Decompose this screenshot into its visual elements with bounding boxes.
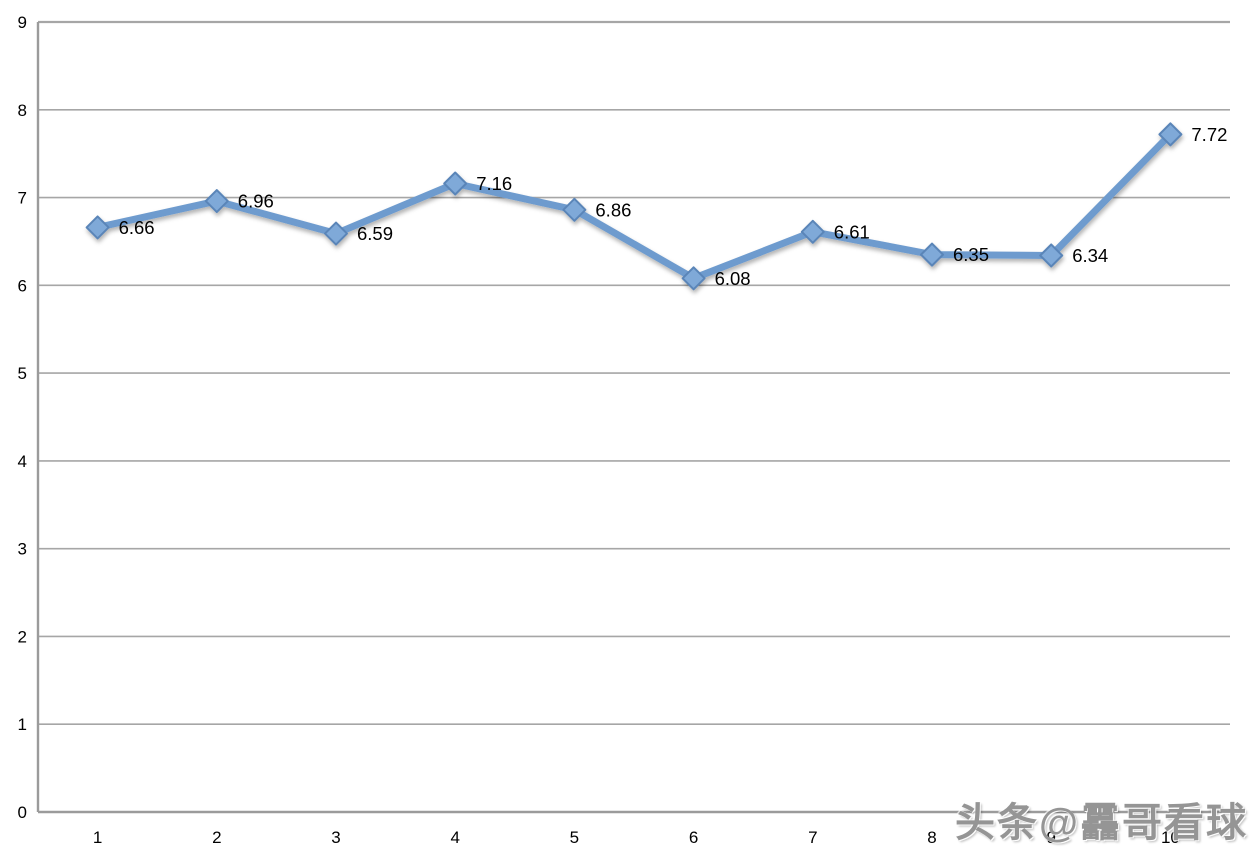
x-tick-label: 6: [689, 828, 698, 847]
y-tick-label: 1: [18, 715, 27, 734]
y-tick-label: 8: [18, 101, 27, 120]
data-point-label: 6.59: [357, 223, 393, 244]
data-point-label: 6.66: [119, 217, 155, 238]
x-tick-label: 2: [212, 828, 221, 847]
x-tick-label: 5: [570, 828, 579, 847]
data-point-marker: [562, 197, 587, 222]
x-tick-label: 1: [93, 828, 102, 847]
y-tick-label: 6: [18, 276, 27, 295]
data-point-marker: [920, 242, 944, 267]
data-point-marker: [1158, 122, 1183, 147]
data-point-marker: [204, 189, 229, 214]
y-tick-label: 0: [18, 803, 27, 822]
y-tick-label: 3: [18, 540, 27, 559]
data-point-label: 6.34: [1072, 245, 1108, 266]
data-point-marker: [85, 215, 110, 240]
y-tick-label: 7: [18, 189, 27, 208]
data-point-label: 6.61: [834, 221, 870, 242]
y-tick-label: 9: [18, 13, 27, 32]
data-point-label: 6.96: [238, 191, 274, 212]
data-point-label: 6.08: [715, 268, 751, 289]
data-series: [85, 122, 1183, 291]
x-tick-label: 8: [927, 828, 936, 847]
x-tick-label: 7: [808, 828, 817, 847]
x-tick-label: 3: [331, 828, 340, 847]
data-point-marker: [443, 171, 468, 196]
data-point-label: 6.86: [595, 199, 631, 220]
data-point-label: 7.72: [1191, 124, 1227, 145]
data-point-marker: [324, 221, 348, 246]
data-point-marker: [1039, 243, 1064, 268]
data-point-label: 7.16: [476, 173, 512, 194]
x-tick-label: 9: [1046, 828, 1055, 847]
data-point-marker: [800, 219, 825, 244]
data-point-label: 6.35: [953, 244, 989, 265]
x-tick-label: 4: [450, 828, 459, 847]
y-tick-label: 4: [18, 452, 27, 471]
x-tick-label: 10: [1161, 828, 1180, 847]
series-line: [94, 130, 1174, 282]
y-tick-label: 5: [18, 364, 27, 383]
y-tick-label: 2: [18, 627, 27, 646]
data-point-marker: [681, 266, 706, 291]
